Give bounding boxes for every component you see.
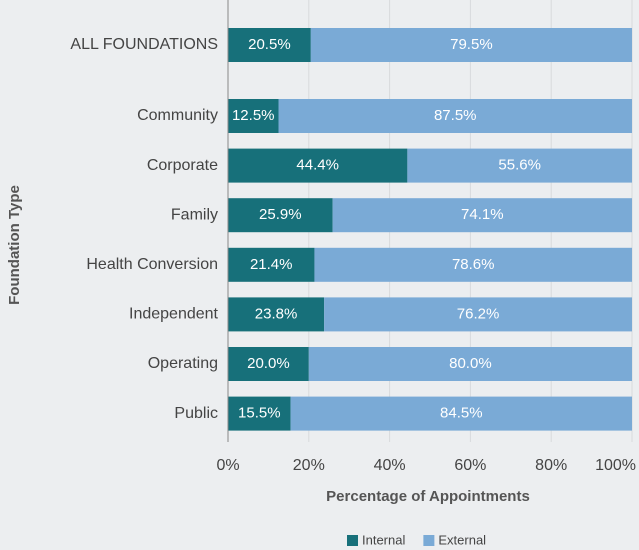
y-tick-label: Family xyxy=(171,206,218,223)
data-label: 76.2% xyxy=(457,305,500,322)
y-axis-title: Foundation Type xyxy=(6,185,23,305)
y-tick-label: Operating xyxy=(148,355,218,372)
bar-segment xyxy=(228,28,311,62)
bar-segment xyxy=(228,198,333,233)
data-label: 55.6% xyxy=(498,157,541,174)
data-label: 20.0% xyxy=(247,355,290,372)
x-tick-label: 100% xyxy=(595,457,636,474)
data-label: 21.4% xyxy=(250,256,293,273)
bar-segment xyxy=(314,247,632,282)
data-label: 84.5% xyxy=(440,405,483,422)
data-label: 15.5% xyxy=(238,405,281,422)
y-tick-label: Independent xyxy=(129,306,219,323)
bar-segment xyxy=(228,148,408,183)
legend-swatch xyxy=(347,535,358,546)
y-tick-label: Corporate xyxy=(147,157,218,174)
data-label: 80.0% xyxy=(449,355,492,372)
bar-segment xyxy=(228,99,279,133)
data-label: 74.1% xyxy=(461,206,504,223)
data-label: 87.5% xyxy=(434,107,477,124)
y-tick-label: Community xyxy=(137,107,218,124)
data-label: 44.4% xyxy=(296,157,339,174)
y-tick-label: Health Conversion xyxy=(86,256,218,273)
bar-segment xyxy=(278,99,632,133)
x-tick-label: 20% xyxy=(293,457,325,474)
bar-segment xyxy=(332,198,632,233)
x-axis-title: Percentage of Appointments xyxy=(326,488,530,505)
data-label: 79.5% xyxy=(450,36,493,53)
y-tick-label: ALL FOUNDATIONS xyxy=(70,36,218,53)
legend-label: Internal xyxy=(362,532,405,547)
x-tick-label: 60% xyxy=(454,457,486,474)
x-tick-label: 40% xyxy=(374,457,406,474)
y-tick-label: Public xyxy=(174,405,218,422)
data-label: 25.9% xyxy=(259,206,302,223)
x-tick-label: 0% xyxy=(216,457,239,474)
legend-swatch xyxy=(423,535,435,546)
bar-segment xyxy=(228,396,291,431)
bar-segment xyxy=(228,347,309,381)
bar-segment xyxy=(290,396,632,431)
data-label: 23.8% xyxy=(255,305,298,322)
data-label: 12.5% xyxy=(232,107,275,124)
data-label: 20.5% xyxy=(248,36,291,53)
bar-segment xyxy=(228,247,315,282)
bar-segment xyxy=(228,297,325,332)
bar-segment xyxy=(407,148,632,183)
bar-segment xyxy=(310,28,632,62)
data-label: 78.6% xyxy=(452,256,495,273)
x-tick-label: 80% xyxy=(535,457,567,474)
legend-label: External xyxy=(438,532,486,547)
bar-segment xyxy=(324,297,632,332)
bar-segment xyxy=(308,347,632,381)
